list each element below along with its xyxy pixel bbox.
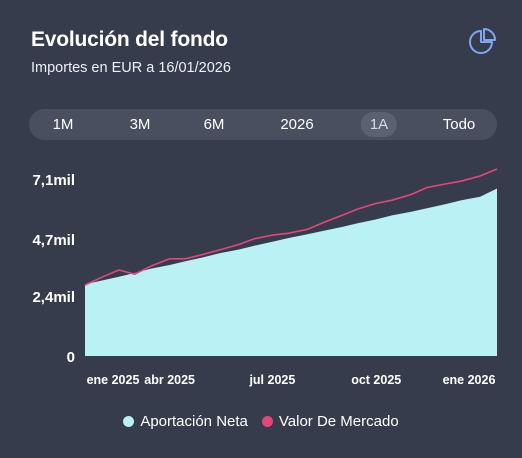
line-series-valor-de-mercado: [84, 168, 498, 286]
x-tick-label: jul 2025: [248, 373, 295, 387]
y-tick-label: 4,7mil: [32, 232, 75, 249]
chart-legend: Aportación Neta Valor De Mercado: [0, 410, 522, 432]
range-1a-button[interactable]: 1A: [360, 112, 398, 137]
legend-item-aportacion[interactable]: Aportación Neta: [123, 413, 248, 430]
fund-evolution-chart: 0 2,4mil 4,7mil 7,1mil ene 2025 abr 2025 jul 2…: [32, 168, 498, 387]
range-3m-button[interactable]: 3M: [129, 116, 151, 133]
x-tick-label: ene 2026: [443, 373, 496, 387]
range-selector: 1M 3M 6M 2026 1A Todo: [29, 109, 497, 140]
legend-item-valor[interactable]: Valor De Mercado: [261, 412, 399, 430]
y-tick-label: 2,4mil: [32, 289, 75, 306]
page-subtitle: Importes en EUR a 16/01/2026: [31, 60, 231, 76]
x-tick-label: abr 2025: [144, 373, 195, 387]
pie-chart-icon[interactable]: [466, 26, 498, 58]
x-tick-label: ene 2025: [87, 373, 140, 387]
x-tick-label: oct 2025: [351, 373, 401, 387]
range-2026-button[interactable]: 2026: [280, 116, 314, 133]
area-series-aportacion-neta: [85, 188, 497, 356]
legend-label-aportacion: Aportación Neta: [140, 412, 248, 430]
y-tick-label: 7,1mil: [32, 172, 75, 189]
legend-dot-aportacion: [123, 415, 135, 427]
y-tick-label: 0: [67, 349, 75, 366]
range-todo-button[interactable]: Todo: [442, 116, 476, 133]
page-title: Evolución del fondo: [31, 28, 228, 51]
legend-dot-valor: [261, 415, 273, 427]
range-6m-button[interactable]: 6M: [203, 116, 225, 133]
legend-label-valor: Valor De Mercado: [278, 412, 399, 430]
range-1m-button[interactable]: 1M: [52, 116, 74, 133]
